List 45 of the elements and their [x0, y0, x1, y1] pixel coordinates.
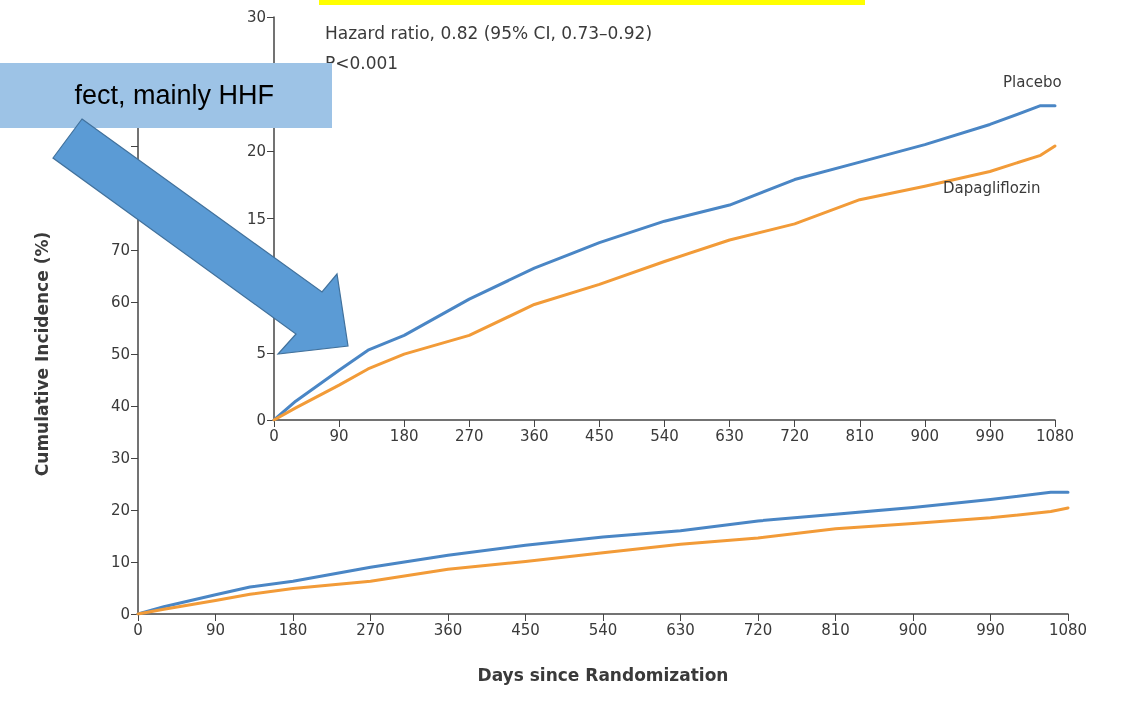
callout-box: fect, mainly HHF [0, 63, 332, 128]
y-tick-label: 20 [246, 142, 266, 161]
x-tick-label: 810 [821, 620, 850, 639]
x-tick-label: 0 [133, 620, 143, 639]
x-tick-label: 720 [780, 426, 809, 445]
x-tick-label: 630 [666, 620, 695, 639]
x-tick-label: 900 [898, 620, 928, 639]
x-tick-label: 180 [389, 426, 419, 445]
x-tick-label: 900 [910, 426, 940, 445]
y-tick-label: 20 [110, 501, 130, 519]
y-tick-label: 10 [110, 553, 130, 571]
y-tick-label: 0 [120, 605, 130, 623]
x-tick-label: 90 [205, 620, 226, 639]
x-tick-label: 810 [845, 426, 875, 445]
x-tick-label: 990 [976, 620, 1005, 639]
x-tick-label: 360 [433, 620, 463, 639]
x-tick-label: 540 [588, 620, 618, 639]
x-tick-label: 360 [520, 426, 549, 445]
annotation: Hazard ratio, 0.82 (95% CI, 0.73–0.92) [325, 22, 653, 43]
y-tick-label: 15 [246, 209, 266, 228]
x-tick-label: 450 [511, 620, 540, 639]
y-tick-label: 60 [110, 293, 130, 311]
x-tick-label: 630 [715, 426, 744, 445]
x-tick-label: 0 [269, 426, 279, 445]
x-axis-title: Days since Randomization [477, 664, 729, 685]
x-tick-label: 990 [975, 426, 1005, 445]
x-tick-label: 270 [356, 620, 385, 639]
x-tick-label: 180 [278, 620, 308, 639]
series-label: Placebo [1003, 72, 1062, 91]
y-tick-label: 40 [110, 397, 130, 415]
x-tick-label: 720 [743, 620, 773, 639]
x-tick-label: 270 [454, 426, 484, 445]
x-tick-label: 450 [585, 426, 614, 445]
series-label: Dapagliflozin [943, 178, 1041, 197]
x-tick-label: 1080 [1035, 426, 1075, 445]
y-tick-label: 70 [110, 241, 130, 259]
y-tick-label: 5 [256, 343, 266, 362]
x-tick-label: 90 [329, 426, 349, 445]
y-tick-label: 30 [110, 449, 130, 467]
y-axis-title: Cumulative Incidence (%) [31, 231, 52, 477]
x-tick-label: 540 [650, 426, 679, 445]
y-tick-label: 30 [246, 8, 266, 26]
y-tick-label: 50 [110, 345, 130, 363]
x-tick-label: 1080 [1048, 620, 1088, 639]
y-tick-label: 0 [256, 411, 266, 429]
